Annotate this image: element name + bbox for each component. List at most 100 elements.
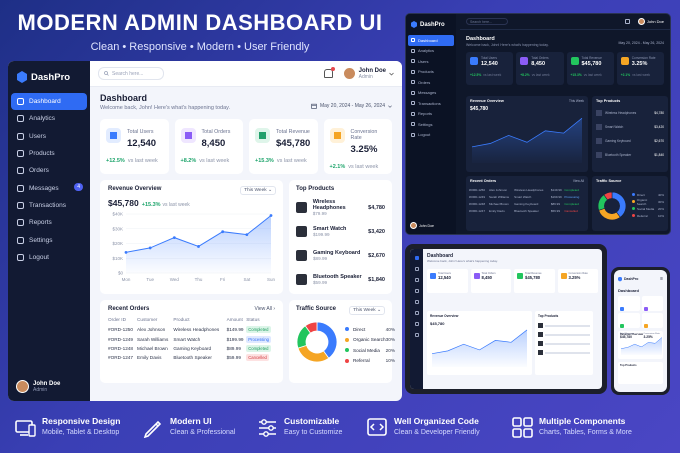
dark-product-row[interactable]: Smart Watch $3,420 xyxy=(592,120,668,134)
dark-sidebar-item-users[interactable]: Users xyxy=(408,56,454,67)
dark-sidebar-item-settings[interactable]: Settings xyxy=(408,119,454,130)
stat-change: +2.1% vs last week xyxy=(330,164,387,170)
table-row[interactable]: #ORD-1248 Michael Brown Gaming Keyboard $89… xyxy=(108,344,275,353)
product-row[interactable]: Gaming Keyboard $89.99 $2,670 xyxy=(296,244,385,267)
dark-table-row[interactable]: #ORD-1250 Alex Johnson Wireless Headphones… xyxy=(469,186,583,193)
tablet-stat-card[interactable]: Conversion Rate 3.25% xyxy=(557,269,598,293)
tablet-product-row[interactable] xyxy=(538,321,590,330)
revenue-point[interactable] xyxy=(124,250,128,254)
tablet-product-row[interactable] xyxy=(538,348,590,357)
revenue-point[interactable] xyxy=(245,233,249,237)
topbar-user[interactable]: John Doe Admin xyxy=(342,67,394,80)
search-input[interactable]: Search here... xyxy=(98,67,164,80)
table-row[interactable]: #ORD-1250 Alex Johnson Wireless Headphones… xyxy=(108,325,275,334)
tablet-nav-orders-icon[interactable] xyxy=(414,300,419,304)
revenue-point[interactable] xyxy=(172,236,176,239)
dark-revenue-filter[interactable]: This Week xyxy=(569,99,584,103)
donut-slice-organic-search[interactable] xyxy=(598,208,621,221)
dark-sidebar-user[interactable]: John Doe xyxy=(410,222,434,229)
sidebar-item-transactions[interactable]: Transactions xyxy=(11,197,87,214)
sidebar-item-dashboard[interactable]: Dashboard xyxy=(11,93,87,111)
tablet-product-row[interactable] xyxy=(538,330,590,339)
sidebar-item-reports[interactable]: Reports xyxy=(11,214,87,231)
tablet-stat-card[interactable]: Total Revenue $45,780 xyxy=(514,269,555,293)
sidebar-user[interactable]: John Doe Admin xyxy=(16,380,60,393)
stat-card[interactable]: Total Orders 8,450 +8.2% vs last week xyxy=(174,119,243,174)
dark-product-row[interactable]: Bluetooth Speaker $1,840 xyxy=(592,148,668,162)
stat-card[interactable]: Total Users 12,540 +12.5% vs last week xyxy=(100,119,169,174)
dark-product-row[interactable]: Wireless Headphones $4,780 xyxy=(592,106,668,120)
dark-search-input[interactable]: Search here... xyxy=(466,18,508,25)
revenue-point[interactable] xyxy=(148,246,152,250)
tablet-stat-card[interactable]: Total Users 12,540 xyxy=(427,269,468,293)
phone-stat-card[interactable]: Total Revenue $45,780 xyxy=(618,313,640,339)
phone-stat-card[interactable]: Conversion Rate 3.25% xyxy=(641,313,663,339)
legend-swatch xyxy=(632,214,635,217)
sidebar-item-products[interactable]: Products xyxy=(11,145,87,162)
tablet-nav-users-icon[interactable] xyxy=(414,278,419,282)
dark-brand[interactable]: DashPro xyxy=(406,14,456,35)
tablet-nav-analytics-icon[interactable] xyxy=(414,267,419,271)
donut-slice-referral[interactable] xyxy=(304,321,318,334)
table-row[interactable]: #ORD-1249 Sarah Williams Smart Watch $199.9… xyxy=(108,334,275,343)
tablet-nav-reports-icon[interactable] xyxy=(414,322,419,326)
revenue-point[interactable] xyxy=(269,214,273,217)
sidebar-item-logout[interactable]: Logout xyxy=(11,249,87,266)
product-row[interactable]: Bluetooth Speaker $59.99 $1,840 xyxy=(296,268,385,291)
tablet-nav-products-icon[interactable] xyxy=(414,289,419,293)
date-range-picker[interactable]: May 20, 2024 - May 26, 2024 xyxy=(311,103,392,109)
tablet-nav-dashboard-icon[interactable] xyxy=(414,256,419,260)
table-row[interactable]: #ORD-1247 Emily Davis Bluetooth Speaker $59… xyxy=(108,353,275,362)
brand-logo[interactable]: DashPro xyxy=(8,61,90,93)
dark-stat-card[interactable]: Total Orders 8,450 +8.2% vs last week xyxy=(516,52,564,85)
legend-swatch xyxy=(345,327,349,332)
dark-view-all-link[interactable]: View All xyxy=(572,179,584,183)
stat-card[interactable]: Conversion Rate 3.25% +2.1% vs last week xyxy=(323,119,392,174)
dark-table-cell: Cancelled xyxy=(564,208,578,213)
dark-stat-card[interactable]: Total Users 12,540 +12.5% vs last week xyxy=(466,52,514,85)
donut-slice-organic-search[interactable] xyxy=(297,344,330,363)
revenue-point[interactable] xyxy=(221,230,225,234)
sidebar-item-users[interactable]: Users xyxy=(11,128,87,145)
dark-product-row[interactable]: Gaming Keyboard $2,670 xyxy=(592,134,668,148)
dark-table-row[interactable]: #ORD-1249 Sarah Williams Smart Watch $199.9… xyxy=(469,193,583,200)
bell-icon[interactable] xyxy=(624,19,630,24)
donut-slice-referral[interactable] xyxy=(603,191,613,201)
dark-date-range[interactable]: May 20, 2024 - May 26, 2024 xyxy=(618,41,664,45)
dark-sidebar-item-orders[interactable]: Orders xyxy=(408,77,454,88)
dark-stat-change-value: +12.5% xyxy=(470,73,482,77)
dark-table-row[interactable]: #ORD-1247 Emily Davis Bluetooth Speaker $59… xyxy=(469,207,583,214)
dark-sidebar-item-analytics[interactable]: Analytics xyxy=(408,46,454,57)
menu-icon[interactable]: ≡ xyxy=(660,276,663,282)
dark-stat-card[interactable]: Total Revenue $45,780 +15.3% vs last week xyxy=(566,52,614,85)
sidebar-item-settings[interactable]: Settings xyxy=(11,231,87,248)
traffic-filter-select[interactable]: This Week ⌄ xyxy=(349,306,385,315)
revenue-filter-select[interactable]: This Week ⌄ xyxy=(240,186,276,195)
bell-icon[interactable] xyxy=(323,67,335,78)
tablet-nav-settings-icon[interactable] xyxy=(414,333,419,337)
tablet-nav-messages-icon[interactable] xyxy=(414,311,419,315)
dark-topbar-user[interactable]: John Doe xyxy=(624,18,664,25)
dark-sidebar-item-transactions[interactable]: Transactions xyxy=(408,98,454,109)
product-row[interactable]: Wireless Headphones $79.99 $4,780 xyxy=(296,196,385,219)
sidebar-item-orders[interactable]: Orders xyxy=(11,162,87,179)
dark-stat-card[interactable]: Conversion Rate 3.25% +2.1% vs last week xyxy=(616,52,664,85)
sidebar-item-messages[interactable]: Messages 4 xyxy=(11,179,87,196)
view-all-link[interactable]: View All › xyxy=(254,306,275,312)
dark-table-row[interactable]: #ORD-1248 Michael Brown Gaming Keyboard $89… xyxy=(469,200,583,207)
dark-product-amount: $1,840 xyxy=(654,153,664,157)
tablet-product-row[interactable] xyxy=(538,339,590,348)
product-row[interactable]: Smart Watch $199.99 $3,420 xyxy=(296,220,385,243)
revenue-point[interactable] xyxy=(197,245,200,248)
dark-sidebar-item-logout[interactable]: Logout xyxy=(408,130,454,141)
stat-card[interactable]: Total Revenue $45,780 +15.3% vs last week xyxy=(249,119,318,174)
dark-sidebar-item-dashboard[interactable]: Dashboard xyxy=(408,35,454,46)
dark-sidebar-label: Reports xyxy=(418,111,433,117)
sidebar-item-analytics[interactable]: Analytics xyxy=(11,110,87,127)
dark-sidebar-item-messages[interactable]: Messages xyxy=(408,88,454,99)
tablet-stat-card[interactable]: Total Orders 8,450 xyxy=(470,269,511,293)
dark-sidebar-item-products[interactable]: Products xyxy=(408,67,454,78)
dark-sidebar-item-reports[interactable]: Reports xyxy=(408,109,454,120)
